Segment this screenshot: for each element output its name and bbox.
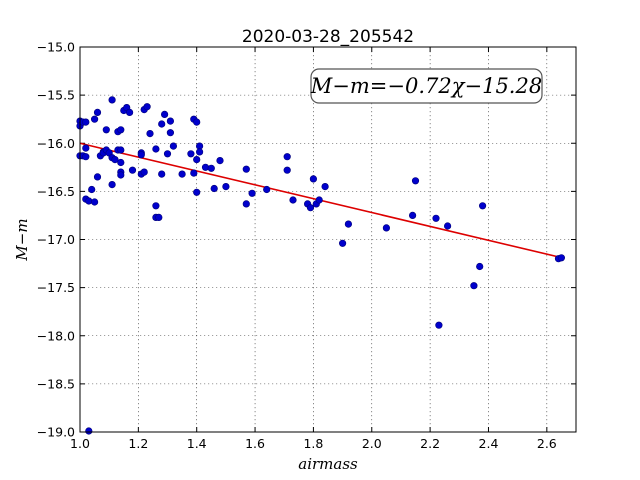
data-point: [108, 96, 116, 104]
data-point: [117, 158, 125, 167]
data-point: [155, 213, 163, 221]
data-point: [193, 156, 201, 164]
data-point: [339, 239, 347, 247]
axis-ticks: 1.0 1.2 1.4 1.6 1.8 2.0 2.2 2.4 2.6 −15.0 −15.5 −16…: [37, 40, 576, 451]
data-point: [435, 321, 443, 329]
data-point: [193, 188, 201, 196]
data-point: [479, 202, 487, 210]
data-point: [82, 118, 90, 126]
data-point: [108, 181, 116, 189]
data-point: [169, 142, 177, 150]
data-point: [216, 157, 224, 165]
x-tick-label: 1.6: [245, 436, 265, 451]
data-point: [85, 427, 93, 435]
data-point: [82, 153, 90, 161]
data-point: [152, 202, 160, 210]
data-point: [93, 173, 102, 181]
data-point: [128, 166, 137, 174]
y-tick-label: −15.5: [37, 88, 75, 103]
data-point: [117, 126, 125, 134]
data-point: [161, 110, 169, 118]
fit-annotation: M−m=−0.72χ−15.28: [310, 68, 543, 104]
x-tick-label: 1.8: [303, 436, 323, 451]
data-point: [163, 150, 172, 158]
data-point: [283, 166, 291, 174]
y-tick-label: −17.0: [37, 232, 75, 247]
data-point: [409, 211, 417, 219]
data-point: [321, 183, 329, 191]
data-point: [93, 108, 102, 116]
data-point: [432, 214, 440, 222]
y-tick-label: −18.5: [37, 376, 75, 391]
data-point: [315, 196, 323, 204]
y-axis-label: M−m: [13, 218, 31, 261]
data-point: [242, 165, 250, 173]
data-point: [152, 145, 160, 153]
x-axis-label: airmass: [298, 455, 358, 473]
data-point: [166, 129, 174, 137]
data-point: [190, 169, 198, 177]
data-point: [158, 170, 166, 178]
data-point: [166, 117, 174, 125]
y-tick-label: −17.5: [37, 280, 75, 295]
data-point: [85, 197, 93, 205]
data-point: [382, 224, 391, 232]
chart-title: 2020-03-28_205542: [242, 27, 414, 47]
y-tick-label: −16.5: [37, 184, 75, 199]
data-point: [117, 146, 125, 154]
y-tick-label: −16.0: [37, 136, 75, 151]
data-point: [111, 156, 119, 164]
data-point: [143, 103, 151, 111]
data-point: [187, 150, 195, 158]
data-points: [76, 96, 566, 435]
data-point: [90, 115, 99, 123]
grid: [79, 46, 576, 433]
data-point: [207, 164, 215, 172]
data-point: [117, 171, 125, 179]
data-point: [557, 254, 566, 262]
data-point: [476, 262, 484, 271]
data-point: [140, 168, 148, 176]
data-point: [289, 196, 297, 204]
data-point: [193, 118, 201, 126]
data-point: [88, 185, 96, 194]
data-point: [222, 183, 230, 191]
data-point: [344, 220, 353, 228]
data-point: [283, 153, 291, 161]
data-point: [137, 151, 145, 159]
data-point: [309, 175, 318, 183]
x-tick-label: 1.4: [187, 436, 207, 451]
data-point: [242, 200, 250, 208]
data-point: [158, 120, 166, 128]
x-tick-label: 2.2: [420, 436, 440, 451]
data-point: [178, 170, 186, 178]
data-point: [263, 185, 271, 194]
data-point: [306, 204, 315, 212]
y-tick-label: −19.0: [37, 425, 75, 440]
data-point: [411, 177, 420, 185]
x-tick-label: 2.6: [537, 436, 557, 451]
data-point: [196, 148, 204, 156]
plot-frame: [79, 46, 577, 433]
y-tick-label: −15.0: [37, 40, 75, 55]
data-point: [444, 222, 452, 230]
annotation-text: M−m=−0.72χ−15.28: [310, 74, 542, 98]
x-tick-label: 1.0: [70, 436, 90, 451]
y-tick-label: −18.0: [37, 328, 75, 343]
data-point: [470, 282, 478, 290]
data-point: [126, 108, 134, 116]
x-tick-label: 2.4: [479, 436, 499, 451]
data-point: [90, 198, 99, 206]
data-point: [146, 130, 154, 138]
data-point: [201, 163, 210, 171]
annotation-box: [310, 68, 543, 104]
data-point: [82, 144, 90, 152]
data-point: [248, 189, 256, 197]
x-tick-label: 2.0: [362, 436, 382, 451]
data-point: [210, 184, 218, 193]
data-point: [102, 126, 110, 134]
x-tick-label: 1.2: [128, 436, 148, 451]
